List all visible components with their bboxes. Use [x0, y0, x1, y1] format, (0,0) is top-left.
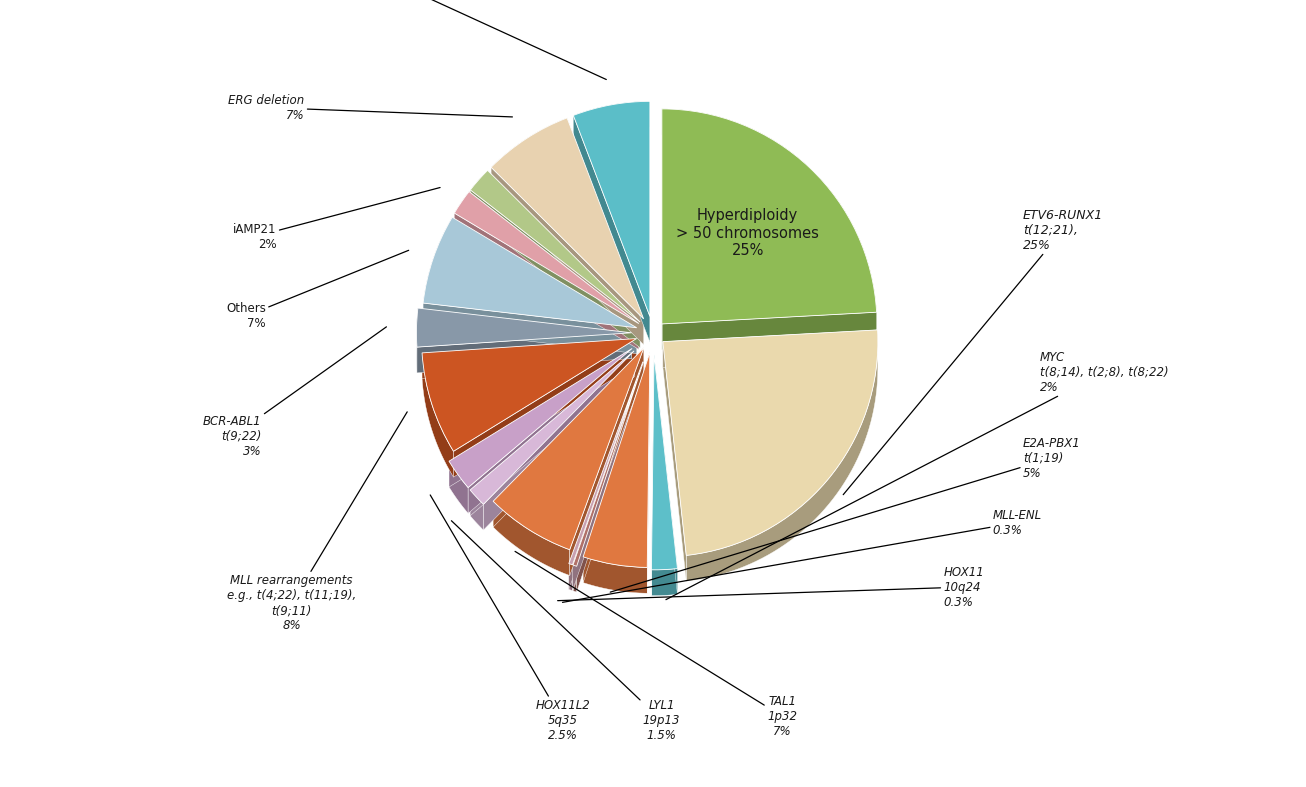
Polygon shape: [573, 102, 650, 141]
Polygon shape: [453, 338, 636, 477]
Polygon shape: [449, 349, 632, 487]
Polygon shape: [454, 213, 639, 349]
Polygon shape: [422, 353, 453, 477]
Polygon shape: [569, 563, 572, 591]
Text: ETV6-RUNX1
t(12;21),
25%: ETV6-RUNX1 t(12;21), 25%: [844, 209, 1104, 495]
Polygon shape: [423, 303, 637, 353]
Polygon shape: [652, 355, 654, 596]
Wedge shape: [454, 191, 639, 323]
Polygon shape: [494, 501, 569, 575]
Polygon shape: [449, 461, 468, 513]
Text: E2A-PBX1
t(1;19)
5%: E2A-PBX1 t(1;19) 5%: [610, 437, 1080, 592]
Polygon shape: [452, 217, 637, 353]
Polygon shape: [663, 330, 878, 368]
Polygon shape: [470, 170, 487, 216]
Polygon shape: [662, 109, 876, 338]
Polygon shape: [423, 217, 452, 329]
Polygon shape: [468, 349, 632, 513]
Wedge shape: [573, 102, 650, 316]
Polygon shape: [567, 118, 644, 345]
Wedge shape: [422, 338, 636, 451]
Wedge shape: [470, 170, 640, 322]
Polygon shape: [422, 338, 636, 379]
Wedge shape: [662, 109, 876, 324]
Text: TAL1
1p32
7%: TAL1 1p32 7%: [515, 552, 797, 737]
Polygon shape: [483, 351, 635, 530]
Polygon shape: [573, 116, 650, 342]
Text: HOX11L2
5q35
2.5%: HOX11L2 5q35 2.5%: [430, 495, 590, 742]
Text: CRFL2 overexpression
6%: CRFL2 overexpression 6%: [290, 0, 606, 79]
Wedge shape: [569, 362, 643, 565]
Text: BCR-ABL1
t(9;22)
3%: BCR-ABL1 t(9;22) 3%: [202, 327, 387, 458]
Text: iAMP21
2%: iAMP21 2%: [234, 187, 440, 250]
Text: LYL1
19p13
1.5%: LYL1 19p13 1.5%: [452, 521, 680, 742]
Polygon shape: [652, 568, 678, 596]
Polygon shape: [573, 362, 644, 591]
Polygon shape: [491, 168, 644, 345]
Polygon shape: [662, 312, 876, 349]
Wedge shape: [449, 349, 632, 488]
Text: Hyperdiploidy
> 50 chromosomes
25%: Hyperdiploidy > 50 chromosomes 25%: [677, 209, 819, 258]
Polygon shape: [648, 353, 650, 593]
Polygon shape: [417, 308, 418, 373]
Wedge shape: [663, 330, 878, 556]
Polygon shape: [469, 191, 639, 349]
Text: MLL-ENL
0.3%: MLL-ENL 0.3%: [563, 508, 1042, 602]
Text: Others
7%: Others 7%: [226, 250, 409, 330]
Text: MYC
t(8;14), t(2;8), t(8;22)
2%: MYC t(8;14), t(2;8), t(8;22) 2%: [666, 350, 1169, 600]
Polygon shape: [418, 308, 632, 359]
Polygon shape: [454, 191, 469, 239]
Text: HOX11
10q24
0.3%: HOX11 10q24 0.3%: [558, 566, 983, 608]
Wedge shape: [584, 353, 650, 567]
Polygon shape: [491, 118, 567, 193]
Polygon shape: [470, 351, 635, 515]
Polygon shape: [654, 355, 678, 594]
Polygon shape: [569, 348, 644, 575]
Text: ERG deletion
7%: ERG deletion 7%: [229, 94, 512, 121]
Polygon shape: [584, 557, 648, 593]
Polygon shape: [569, 362, 643, 589]
Wedge shape: [470, 351, 635, 504]
Wedge shape: [494, 348, 644, 550]
Polygon shape: [577, 362, 644, 592]
Polygon shape: [573, 565, 577, 592]
Polygon shape: [487, 170, 640, 348]
Polygon shape: [494, 348, 644, 527]
Wedge shape: [417, 308, 632, 347]
Text: MLL rearrangements
e.g., t(4;22), t(11;19),
t(9;11)
8%: MLL rearrangements e.g., t(4;22), t(11;1…: [227, 412, 407, 632]
Polygon shape: [470, 490, 483, 530]
Polygon shape: [584, 353, 650, 582]
Polygon shape: [663, 342, 686, 582]
Wedge shape: [652, 355, 678, 570]
Polygon shape: [686, 330, 878, 582]
Polygon shape: [470, 190, 640, 348]
Wedge shape: [491, 118, 644, 319]
Wedge shape: [423, 217, 637, 327]
Polygon shape: [572, 362, 643, 591]
Polygon shape: [417, 333, 632, 373]
Wedge shape: [573, 362, 644, 567]
